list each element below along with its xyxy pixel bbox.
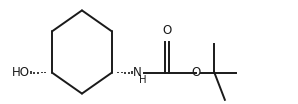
- Text: H: H: [139, 75, 147, 85]
- Text: O: O: [191, 66, 201, 79]
- Text: HO: HO: [12, 66, 30, 79]
- Text: O: O: [162, 24, 172, 37]
- Text: N: N: [133, 66, 141, 79]
